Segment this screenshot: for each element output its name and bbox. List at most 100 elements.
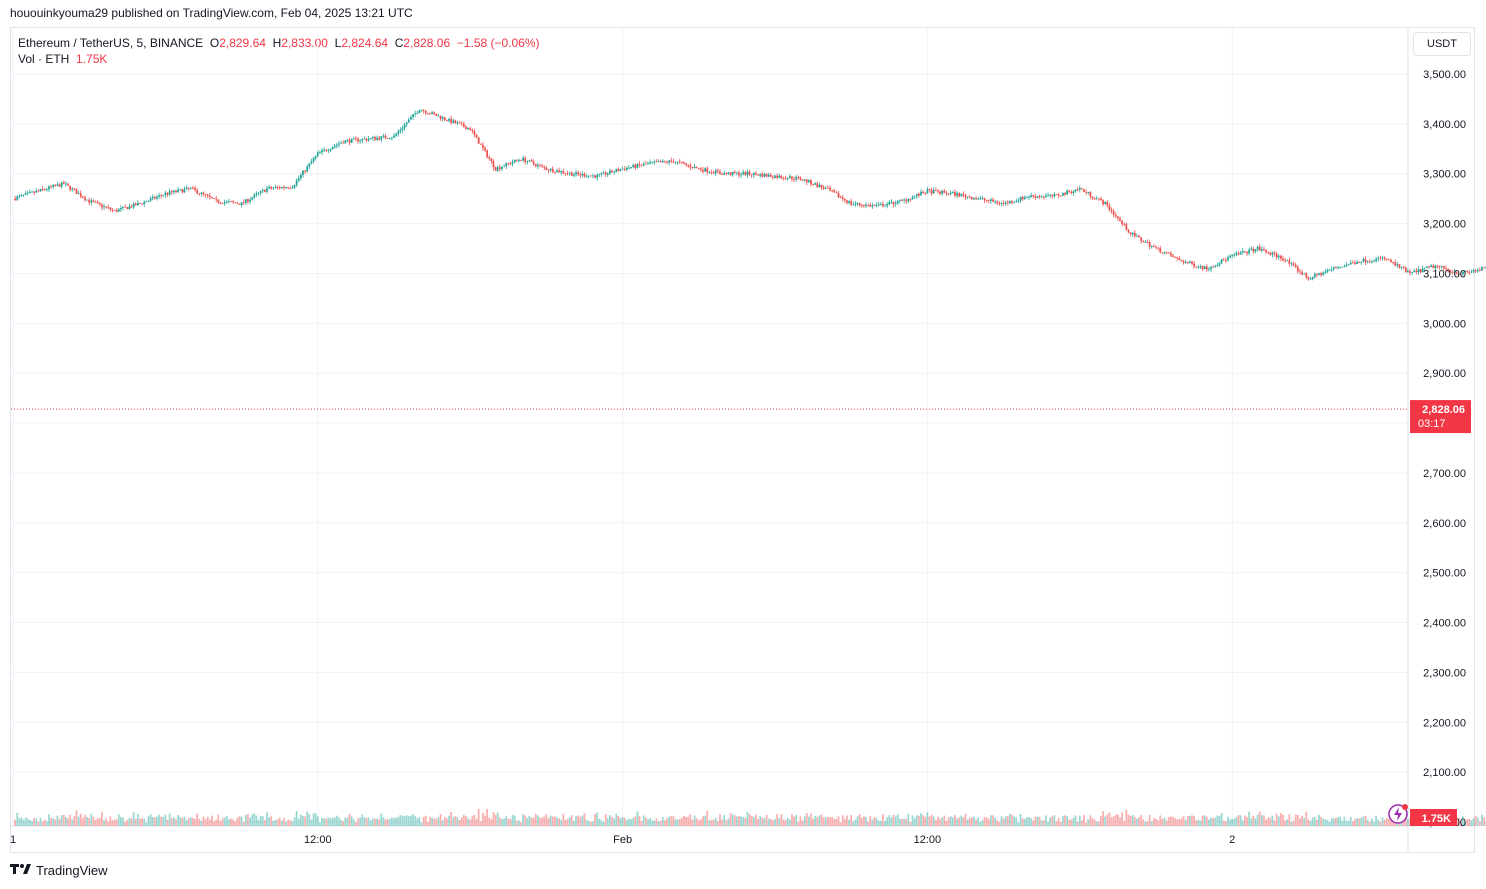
volume-bar xyxy=(1472,818,1475,826)
candle-body xyxy=(1449,269,1452,272)
candle-body xyxy=(37,190,40,192)
volume-bar xyxy=(721,819,723,826)
candle-body xyxy=(323,149,326,151)
candle-body xyxy=(884,205,886,207)
volume-bar xyxy=(782,819,785,826)
candle-body xyxy=(14,198,17,201)
volume-bar xyxy=(1303,817,1306,826)
volume-bar xyxy=(907,813,910,826)
candle-body xyxy=(602,172,605,174)
candle-body xyxy=(799,177,802,180)
candle-body xyxy=(1104,201,1107,205)
candle-body xyxy=(374,137,376,140)
candle-body xyxy=(611,170,613,173)
candle-body xyxy=(172,190,175,193)
candle-body xyxy=(327,150,330,152)
candle-body xyxy=(801,179,804,181)
volume-bar xyxy=(361,814,364,826)
candle-body xyxy=(206,194,209,196)
candle-body xyxy=(1182,261,1185,263)
volume-bar xyxy=(86,816,88,826)
volume-bar xyxy=(1089,815,1092,826)
volume-bar xyxy=(321,817,323,826)
volume-bar xyxy=(1354,819,1356,826)
candle-body xyxy=(573,174,575,176)
volume-bar xyxy=(606,818,609,826)
volume-bar xyxy=(73,816,76,826)
candle-body xyxy=(704,168,707,172)
candle-body xyxy=(405,122,408,125)
volume-value: 1.75K xyxy=(76,52,108,66)
currency-unit-button[interactable]: USDT xyxy=(1413,32,1471,56)
volume-bar xyxy=(1085,822,1088,826)
volume-bar xyxy=(964,813,967,826)
volume-bar xyxy=(1279,813,1282,826)
candle-body xyxy=(244,199,247,203)
candle-body xyxy=(932,190,935,194)
candle-body xyxy=(247,199,249,202)
candle-body xyxy=(1205,266,1208,270)
candle-body xyxy=(289,187,292,189)
candle-body xyxy=(251,197,254,200)
candle-body xyxy=(117,209,120,212)
volume-bar xyxy=(327,817,330,826)
candle-body xyxy=(1296,267,1299,272)
volume-bar xyxy=(973,816,975,826)
candle-body xyxy=(644,163,647,165)
candle-body xyxy=(1218,263,1221,265)
candle-body xyxy=(714,170,717,174)
volume-bar xyxy=(1146,821,1149,826)
candle-body xyxy=(890,201,893,203)
tradingview-brand[interactable]: TradingView xyxy=(10,863,108,878)
candle-body xyxy=(930,189,933,194)
volume-bar xyxy=(1047,821,1049,826)
volume-bar xyxy=(898,818,901,826)
candle-body xyxy=(761,174,764,177)
candle-body xyxy=(26,192,29,194)
volume-bar xyxy=(88,818,91,826)
volume-bar xyxy=(1193,816,1195,826)
lightning-icon[interactable] xyxy=(1388,804,1408,824)
candle-body xyxy=(545,167,548,170)
volume-bar xyxy=(170,817,173,826)
candle-body xyxy=(1133,232,1136,237)
volume-bar xyxy=(738,816,740,826)
candle-body xyxy=(1087,192,1090,193)
volume-bar xyxy=(615,813,618,826)
candle-body xyxy=(716,170,719,172)
volume-bar xyxy=(348,813,351,826)
volume-bar xyxy=(1474,816,1477,826)
candle-body xyxy=(653,161,656,163)
candle-body xyxy=(918,193,920,196)
volume-bar xyxy=(1305,811,1308,826)
candle-body xyxy=(412,114,414,118)
volume-bar xyxy=(45,821,48,826)
candle-body xyxy=(829,188,831,191)
candle-body xyxy=(803,179,806,181)
candle-body xyxy=(892,201,895,205)
candle-body xyxy=(1328,269,1331,271)
volume-bar xyxy=(213,821,215,826)
candle-body xyxy=(975,198,977,200)
volume-bar xyxy=(486,808,489,826)
volume-bar xyxy=(1387,819,1390,826)
volume-label[interactable]: Vol · ETH xyxy=(18,52,70,66)
candle-body xyxy=(312,158,315,162)
candle-body xyxy=(513,159,516,163)
candle-body xyxy=(1292,263,1295,265)
candle-body xyxy=(471,130,474,132)
candle-body xyxy=(977,198,980,200)
candle-body xyxy=(695,166,698,169)
volume-bar xyxy=(319,822,321,826)
symbol-label[interactable]: Ethereum / TetherUS, 5, BINANCE xyxy=(18,36,204,50)
volume-bar xyxy=(642,815,645,826)
candle-body xyxy=(634,164,637,168)
volume-bar xyxy=(719,814,721,826)
volume-bar xyxy=(14,819,17,826)
volume-bar xyxy=(1100,815,1102,826)
volume-bar xyxy=(115,819,118,826)
volume-bar xyxy=(357,818,359,826)
volume-bar xyxy=(50,818,52,826)
candle-body xyxy=(1322,272,1325,275)
